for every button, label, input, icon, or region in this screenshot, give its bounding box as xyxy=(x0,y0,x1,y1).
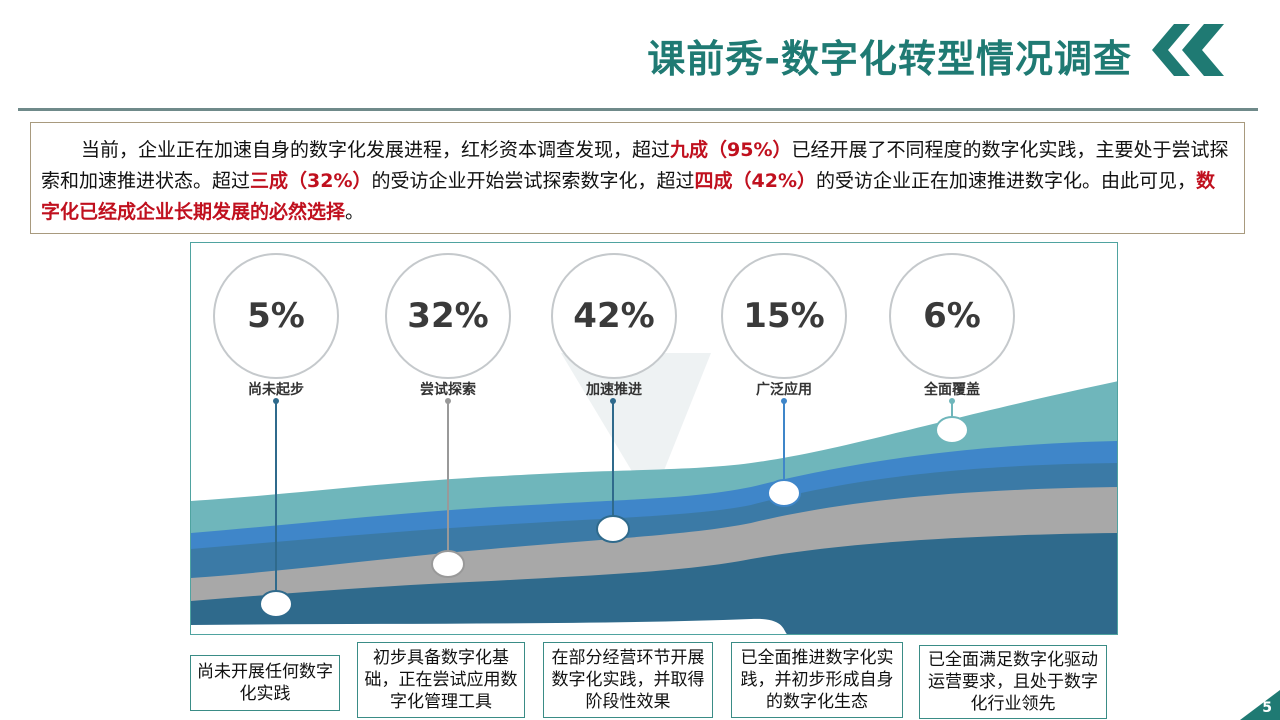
connector-dot-5 xyxy=(949,398,955,404)
node-marker-4 xyxy=(767,479,801,507)
node-marker-1 xyxy=(259,590,293,618)
connector-dot-4 xyxy=(781,398,787,404)
intro-text-4: 的受访企业正在加速推进数字化。由此可见， xyxy=(816,170,1197,192)
intro-text-3: 的受访企业开始尝试探索数字化，超过 xyxy=(371,170,695,192)
stage-percent-circle-2: 32% xyxy=(385,253,511,379)
stage-percent-circle-3: 42% xyxy=(551,253,677,379)
stage-percent-circle-1: 5% xyxy=(213,253,339,379)
decorative-triangle xyxy=(561,353,711,503)
intro-paragraph: 当前，企业正在加速自身的数字化发展进程，红杉资本调查发现，超过九成（95%）已经… xyxy=(30,122,1245,234)
intro-highlight-1: 九成（95%） xyxy=(670,139,792,161)
node-marker-3 xyxy=(596,515,630,543)
intro-highlight-2: 三成（32%） xyxy=(250,170,372,192)
connector-dot-2 xyxy=(445,398,451,404)
stage-description-4: 已全面推进数字化实践，并初步形成自身的数字化生态 xyxy=(731,642,903,718)
intro-text-5: 。 xyxy=(345,201,365,223)
stage-label-3: 加速推进 xyxy=(586,382,642,398)
page-title: 课前秀-数字化转型情况调查 xyxy=(647,37,1132,81)
stage-description-3: 在部分经营环节开展数字化实践，并取得阶段性效果 xyxy=(543,642,713,718)
connector-dot-3 xyxy=(610,398,616,404)
intro-highlight-4: 数字化已经成企业长期发展的必然选择 xyxy=(41,170,1216,223)
stage-description-2: 初步具备数字化基础，正在尝试应用数字化管理工具 xyxy=(357,642,525,718)
stage-label-4: 广泛应用 xyxy=(756,382,812,398)
intro-text-1: 当前，企业正在加速自身的数字化发展进程，红杉资本调查发现，超过 xyxy=(81,139,671,161)
intro-highlight-3: 四成（42%） xyxy=(694,170,816,192)
intro-text-2: 已经开展了不同程度的数字化实践，主要处于尝试探索和加速推进状态。超过 xyxy=(41,139,1229,192)
page-corner-triangle xyxy=(1240,690,1280,720)
stage-label-1: 尚未起步 xyxy=(248,382,304,398)
stage-infographic: 5% 32% 42% 15% 6% 尚未起步 尝试探索 加速推进 广泛应用 全面… xyxy=(190,242,1118,635)
node-marker-2 xyxy=(431,550,465,578)
band-bottom-sweep xyxy=(191,618,787,634)
stage-description-5: 已全面满足数字化驱动运营要求，且处于数字化行业领先 xyxy=(919,645,1107,719)
stage-description-1: 尚未开展任何数字化实践 xyxy=(190,655,340,711)
connector-dot-1 xyxy=(273,398,279,404)
page-number-tab: 5 xyxy=(1240,690,1280,720)
wave-bands-graphic xyxy=(191,353,1117,634)
stage-percent-circle-5: 6% xyxy=(889,253,1015,379)
stage-percent-circle-4: 15% xyxy=(721,253,847,379)
stage-label-2: 尝试探索 xyxy=(420,382,476,398)
header-divider xyxy=(18,108,1258,111)
node-marker-5 xyxy=(935,416,969,444)
band-dark xyxy=(191,533,1117,634)
page-number: 5 xyxy=(1262,700,1272,716)
double-chevron-left-icon xyxy=(1152,24,1224,76)
stage-label-5: 全面覆盖 xyxy=(924,382,980,398)
